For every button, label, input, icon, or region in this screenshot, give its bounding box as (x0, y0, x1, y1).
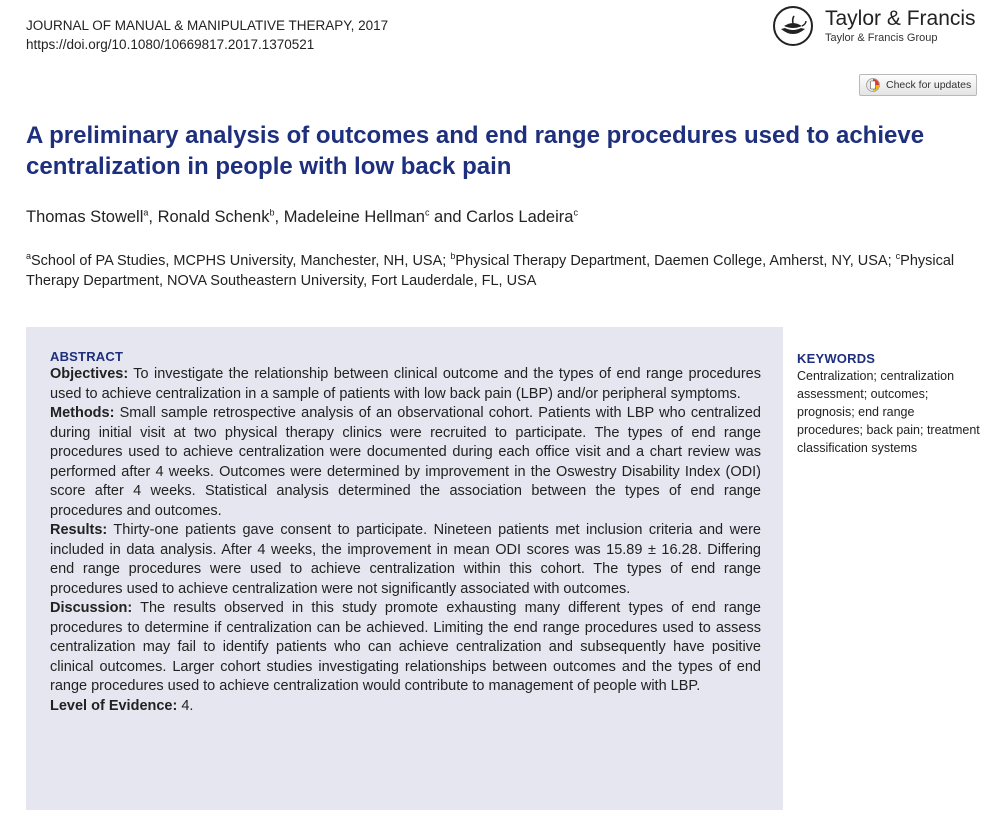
keywords-list: Centralization; centralization assessmen… (797, 369, 980, 455)
keywords-panel: KEYWORDS Centralization; centralization … (797, 350, 982, 457)
publisher-group: Taylor & Francis Group (825, 32, 938, 44)
crossmark-icon (866, 78, 880, 92)
abstract-level-of-evidence: Level of Evidence: 4. (50, 697, 194, 714)
author[interactable]: Carlos Ladeirac (466, 207, 578, 226)
author[interactable]: Madeleine Hellmanc (283, 207, 430, 226)
publisher-name: Taylor & Francis (825, 7, 976, 30)
journal-name: JOURNAL OF MANUAL & MANIPULATIVE THERAPY… (26, 18, 389, 33)
article-title: A preliminary analysis of outcomes and e… (26, 122, 925, 180)
abstract-discussion: Discussion: The results observed in this… (50, 600, 761, 694)
author[interactable]: Thomas Stowella (26, 207, 149, 226)
journal-header: JOURNAL OF MANUAL & MANIPULATIVE THERAPY… (26, 16, 388, 54)
author-list: Thomas Stowella, Ronald Schenkb, Madelei… (26, 207, 578, 226)
keywords-heading: KEYWORDS (797, 351, 876, 366)
affiliations: aSchool of PA Studies, MCPHS University,… (26, 251, 955, 289)
author[interactable]: Ronald Schenkb (157, 207, 275, 226)
publisher-logo: Taylor & Francis Taylor & Francis Group (773, 6, 976, 46)
check-for-updates-button[interactable]: Check for updates (859, 74, 977, 96)
abstract-results: Results: Thirty-one patients gave consen… (50, 522, 761, 597)
lamp-icon (773, 6, 813, 46)
abstract-heading: ABSTRACT (50, 349, 124, 364)
check-for-updates-label: Check for updates (886, 79, 972, 91)
doi-link[interactable]: https://doi.org/10.1080/10669817.2017.13… (26, 37, 315, 52)
abstract-box: ABSTRACT Objectives: To investigate the … (26, 327, 783, 810)
abstract-methods: Methods: Small sample retrospective anal… (50, 405, 761, 519)
abstract-objectives: Objectives: To investigate the relations… (50, 366, 761, 402)
